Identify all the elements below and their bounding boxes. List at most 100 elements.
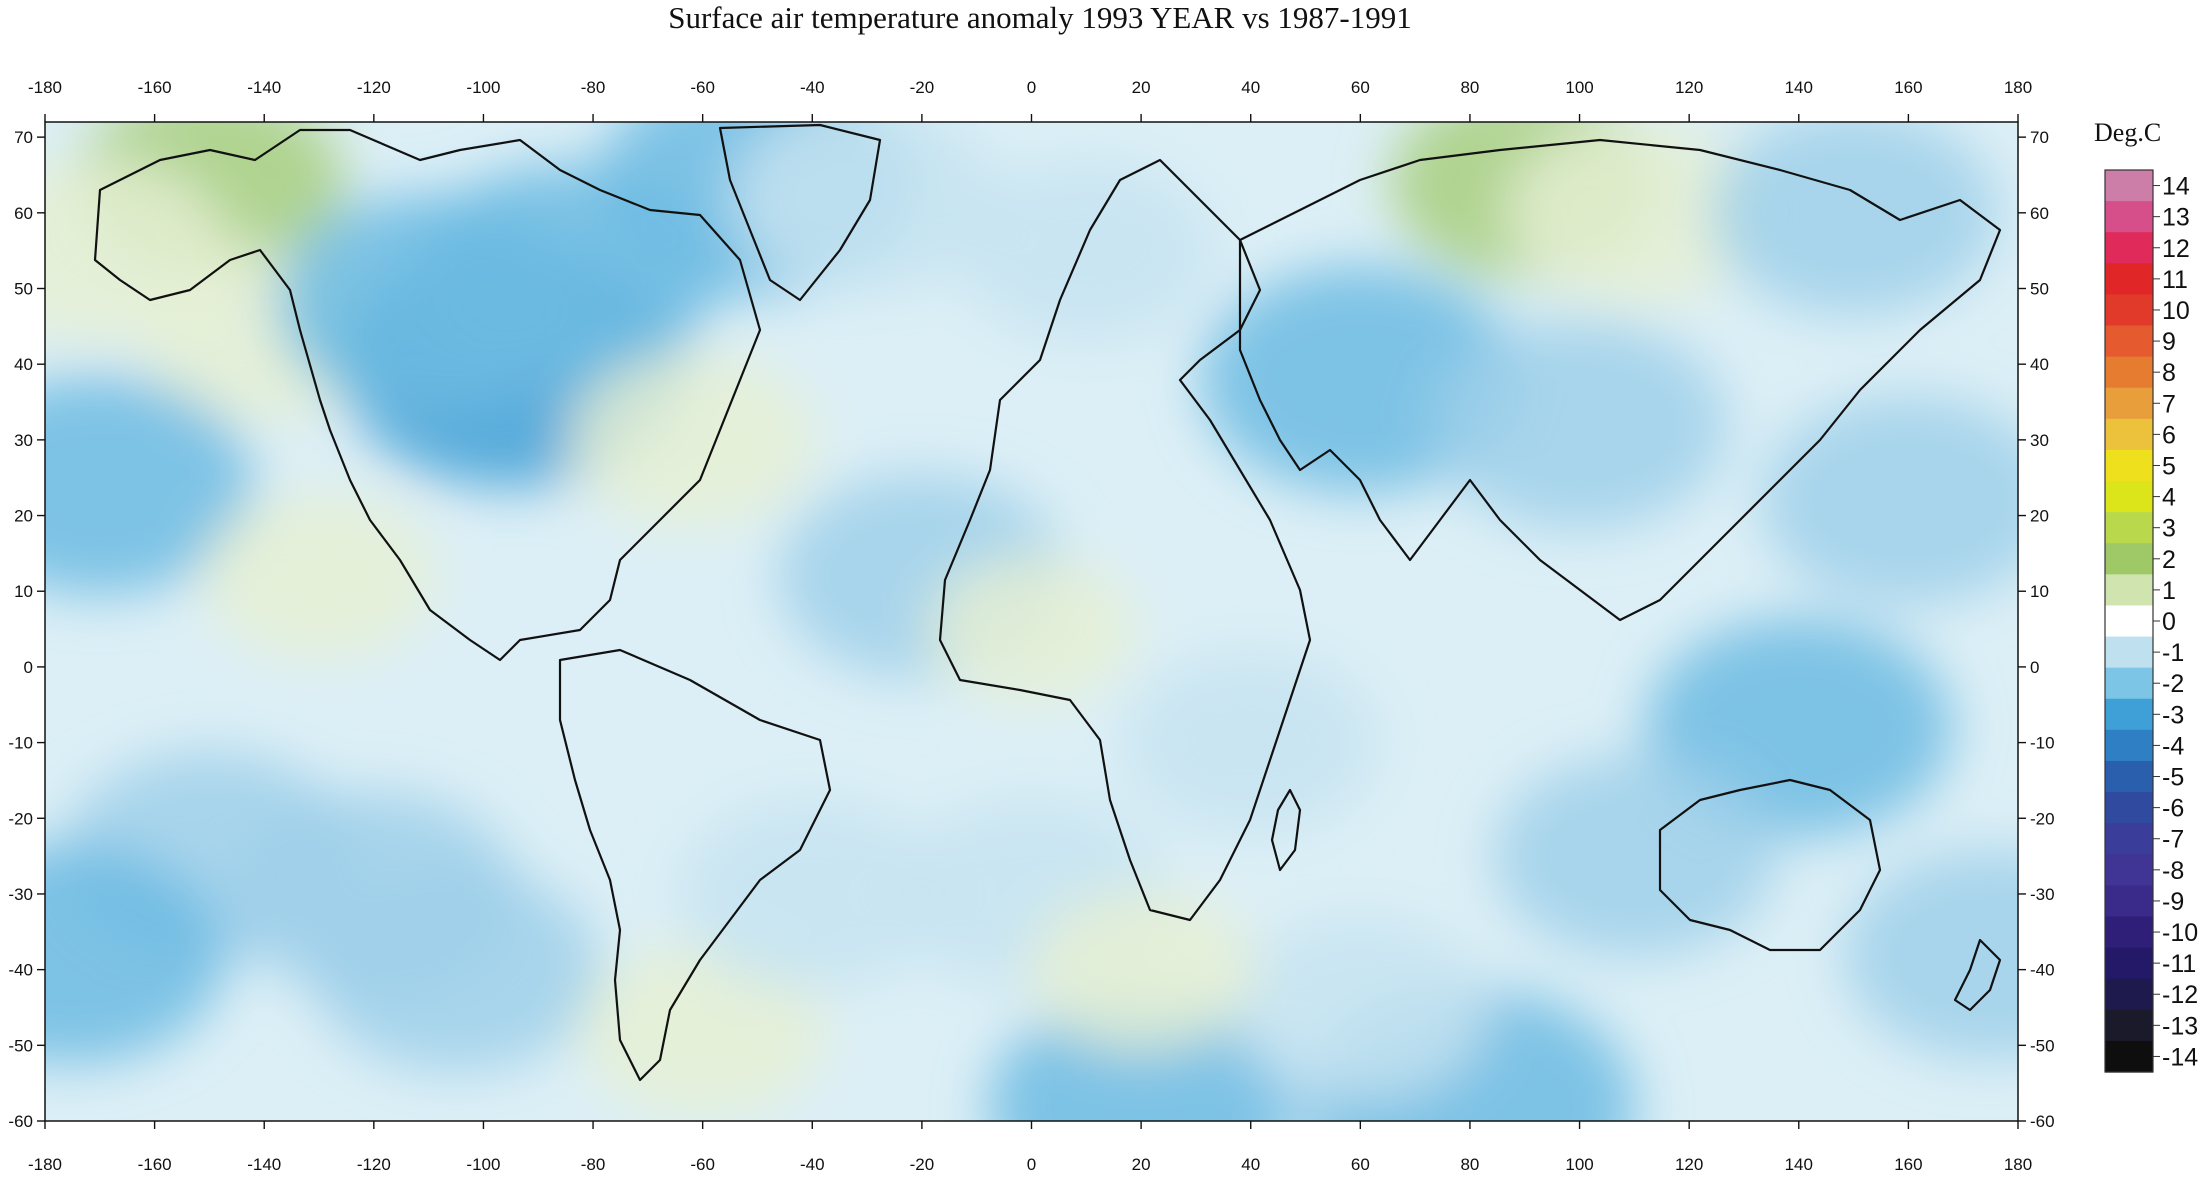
map-axes: -180-180-160-160-140-140-120-120-100-100… <box>8 78 2054 1174</box>
lat-tick-label-left: 60 <box>14 204 33 223</box>
lat-tick-label-left: -60 <box>8 1112 33 1131</box>
anomaly-blob <box>45 844 226 1065</box>
lon-tick-label-top: 160 <box>1894 78 1922 97</box>
colorbar-swatches <box>2105 170 2153 1073</box>
colorbar-swatch <box>2105 201 2153 233</box>
anomaly-blob <box>45 375 254 595</box>
lon-tick-label-top: -40 <box>800 78 825 97</box>
lon-tick-label-top: -160 <box>138 78 172 97</box>
colorbar-label: 1 <box>2162 577 2176 605</box>
lon-tick-label-bottom: 120 <box>1675 1155 1703 1174</box>
colorbar-swatch <box>2105 232 2153 264</box>
lat-tick-label-left: 10 <box>14 582 33 601</box>
colorbar-label: 14 <box>2162 173 2190 201</box>
colorbar-swatch <box>2105 729 2153 762</box>
lon-tick-label-top: -120 <box>357 78 391 97</box>
lon-tick-label-top: 120 <box>1675 78 1703 97</box>
anomaly-blob <box>1709 122 1998 316</box>
lat-tick-label-right: -60 <box>2030 1112 2055 1131</box>
colorbar-swatch <box>2105 823 2153 855</box>
lat-tick-label-left: 50 <box>14 280 33 299</box>
colorbar-swatch <box>2105 294 2153 327</box>
map-title: Surface air temperature anomaly 1993 YEA… <box>668 0 1412 35</box>
lon-tick-label-bottom: 100 <box>1565 1155 1593 1174</box>
colorbar-swatch <box>2105 449 2153 482</box>
colorbar-swatch <box>2105 605 2153 638</box>
lon-tick-label-bottom: -180 <box>28 1155 62 1174</box>
colorbar-swatch <box>2105 947 2153 980</box>
colorbar-swatch <box>2105 356 2153 389</box>
anomaly-blob <box>311 866 601 1073</box>
lon-tick-label-top: -100 <box>466 78 500 97</box>
anomaly-blob <box>1027 888 1255 1051</box>
anomaly-blob <box>677 797 948 991</box>
colorbar-swatch <box>2105 1009 2153 1042</box>
colorbar-swatch <box>2105 792 2153 824</box>
lon-tick-label-top: 20 <box>1132 78 1151 97</box>
colorbar-label: -12 <box>2162 981 2198 1009</box>
lat-tick-label-left: 30 <box>14 431 33 450</box>
colorbar-swatch <box>2105 916 2153 949</box>
colorbar-swatch <box>2105 1040 2153 1073</box>
lat-tick-label-left: -30 <box>8 885 33 904</box>
lon-tick-label-top: -140 <box>247 78 281 97</box>
north-america-outline <box>93 128 762 662</box>
anomaly-blob <box>569 352 815 528</box>
new-zealand-outline <box>1953 938 2002 1012</box>
lat-tick-label-left: -50 <box>8 1036 33 1055</box>
asia-outline <box>1238 138 2002 622</box>
colorbar-swatch <box>2105 512 2153 544</box>
lat-tick-label-right: -20 <box>2030 809 2055 828</box>
lon-tick-label-bottom: -80 <box>581 1155 606 1174</box>
colorbar-swatch <box>2105 760 2153 793</box>
anomaly-blob <box>1843 849 2018 1060</box>
anomaly-field <box>45 122 2018 1121</box>
anomaly-blob <box>580 942 826 1118</box>
lon-tick-label-top: 100 <box>1565 78 1593 97</box>
colorbar-label: -5 <box>2162 764 2184 792</box>
colorbar-label: -7 <box>2162 826 2184 854</box>
lon-tick-label-top: -20 <box>910 78 935 97</box>
lat-tick-label-right: -50 <box>2030 1036 2055 1055</box>
colorbar-swatch <box>2105 170 2153 202</box>
colorbar-title: Deg.C <box>2094 118 2161 147</box>
colorbar-label: -10 <box>2162 919 2198 947</box>
lon-tick-label-bottom: -40 <box>800 1155 825 1174</box>
lon-tick-label-top: -80 <box>581 78 606 97</box>
lon-tick-label-bottom: 160 <box>1894 1155 1922 1174</box>
colorbar-label: -6 <box>2162 795 2184 823</box>
colorbar-label: -2 <box>2162 670 2184 698</box>
colorbar-swatch <box>2105 387 2153 420</box>
colorbar-label: -8 <box>2162 857 2184 885</box>
lon-tick-label-top: 80 <box>1460 78 1479 97</box>
lon-tick-label-top: -180 <box>28 78 62 97</box>
colorbar-swatch <box>2105 418 2153 451</box>
lon-tick-label-bottom: -20 <box>910 1155 935 1174</box>
lat-tick-label-right: 0 <box>2030 658 2039 677</box>
colorbar-swatch <box>2105 636 2153 669</box>
lat-tick-label-left: -10 <box>8 734 33 753</box>
lat-tick-label-left: 20 <box>14 507 33 526</box>
colorbar-label: 6 <box>2162 421 2176 449</box>
colorbar-swatch <box>2105 854 2153 886</box>
colorbar-label: -9 <box>2162 888 2184 916</box>
colorbar-label: -4 <box>2162 732 2184 760</box>
lon-tick-label-bottom: 20 <box>1132 1155 1151 1174</box>
greenland-outline <box>718 123 882 302</box>
colorbar-swatch <box>2105 978 2153 1011</box>
colorbar-label: -13 <box>2162 1012 2198 1040</box>
lon-tick-label-bottom: -160 <box>138 1155 172 1174</box>
colorbar-swatch <box>2105 574 2153 607</box>
lat-tick-label-left: 40 <box>14 355 33 374</box>
anomaly-blob <box>732 122 1003 295</box>
colorbar: Deg.C 14131211109876543210-1-2-3-4-5-6-7… <box>2094 118 2198 1073</box>
lon-tick-label-bottom: 0 <box>1027 1155 1036 1174</box>
lat-tick-label-left: -20 <box>8 809 33 828</box>
coastlines <box>93 123 2002 1082</box>
colorbar-label: -11 <box>2162 950 2196 978</box>
lon-tick-label-top: 60 <box>1351 78 1370 97</box>
lon-tick-label-top: 40 <box>1241 78 1260 97</box>
lat-tick-label-right: 60 <box>2030 204 2049 223</box>
lon-tick-label-top: -60 <box>690 78 715 97</box>
colorbar-label: 8 <box>2162 359 2176 387</box>
